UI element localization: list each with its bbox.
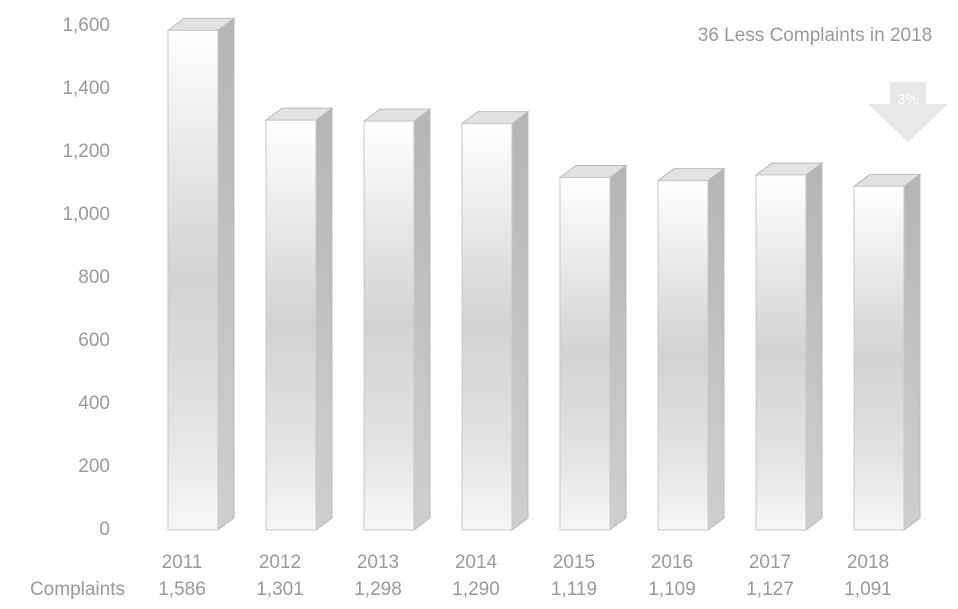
value-label: 1,119 bbox=[551, 579, 597, 600]
x-tick-label: 2016 bbox=[651, 552, 693, 573]
value-label: 1,091 bbox=[844, 579, 892, 600]
x-tick-label: 2015 bbox=[553, 552, 595, 573]
bar-side bbox=[609, 164, 627, 531]
y-tick-label: 1,000 bbox=[62, 204, 110, 225]
x-tick-label: 2014 bbox=[455, 552, 498, 573]
y-tick-label: 0 bbox=[99, 519, 110, 540]
x-tick-label: 2018 bbox=[847, 552, 889, 573]
y-tick-label: 200 bbox=[78, 456, 110, 477]
bar-side bbox=[805, 161, 823, 531]
bar-side bbox=[413, 108, 431, 531]
y-tick-label: 600 bbox=[78, 330, 110, 351]
arrow bbox=[868, 82, 948, 142]
y-tick-label: 800 bbox=[78, 267, 110, 288]
bar bbox=[461, 123, 513, 531]
bar bbox=[559, 177, 611, 531]
bar bbox=[363, 120, 415, 531]
x-tick-label: 2012 bbox=[259, 552, 301, 573]
bar bbox=[755, 174, 807, 531]
bar-side bbox=[707, 167, 725, 531]
y-tick-label: 1,400 bbox=[62, 78, 110, 99]
bar-side bbox=[315, 107, 333, 531]
annotation: 36 Less Complaints in 2018 bbox=[698, 25, 932, 46]
arrow-badge: 3% bbox=[897, 91, 919, 108]
value-label: 1,127 bbox=[746, 579, 794, 600]
value-label: 1,290 bbox=[452, 579, 500, 600]
value-label: 1,586 bbox=[158, 579, 206, 600]
bar-side bbox=[511, 110, 529, 531]
y-tick-label: 1,200 bbox=[62, 141, 110, 162]
bar-side bbox=[903, 173, 921, 531]
x-tick-label: 2011 bbox=[162, 552, 203, 573]
bar bbox=[853, 185, 905, 531]
value-label: 1,109 bbox=[648, 579, 696, 600]
bar bbox=[167, 29, 219, 531]
y-tick-label: 1,600 bbox=[62, 15, 110, 36]
bar-side bbox=[217, 17, 235, 531]
y-tick-label: 400 bbox=[78, 393, 110, 414]
value-label: 1,301 bbox=[256, 579, 304, 600]
x-tick-label: 2017 bbox=[749, 552, 791, 573]
x-tick-label: 2013 bbox=[357, 552, 399, 573]
series-label: Complaints bbox=[30, 579, 125, 600]
bar bbox=[657, 180, 709, 531]
bar bbox=[265, 119, 317, 531]
value-label: 1,298 bbox=[354, 579, 402, 600]
